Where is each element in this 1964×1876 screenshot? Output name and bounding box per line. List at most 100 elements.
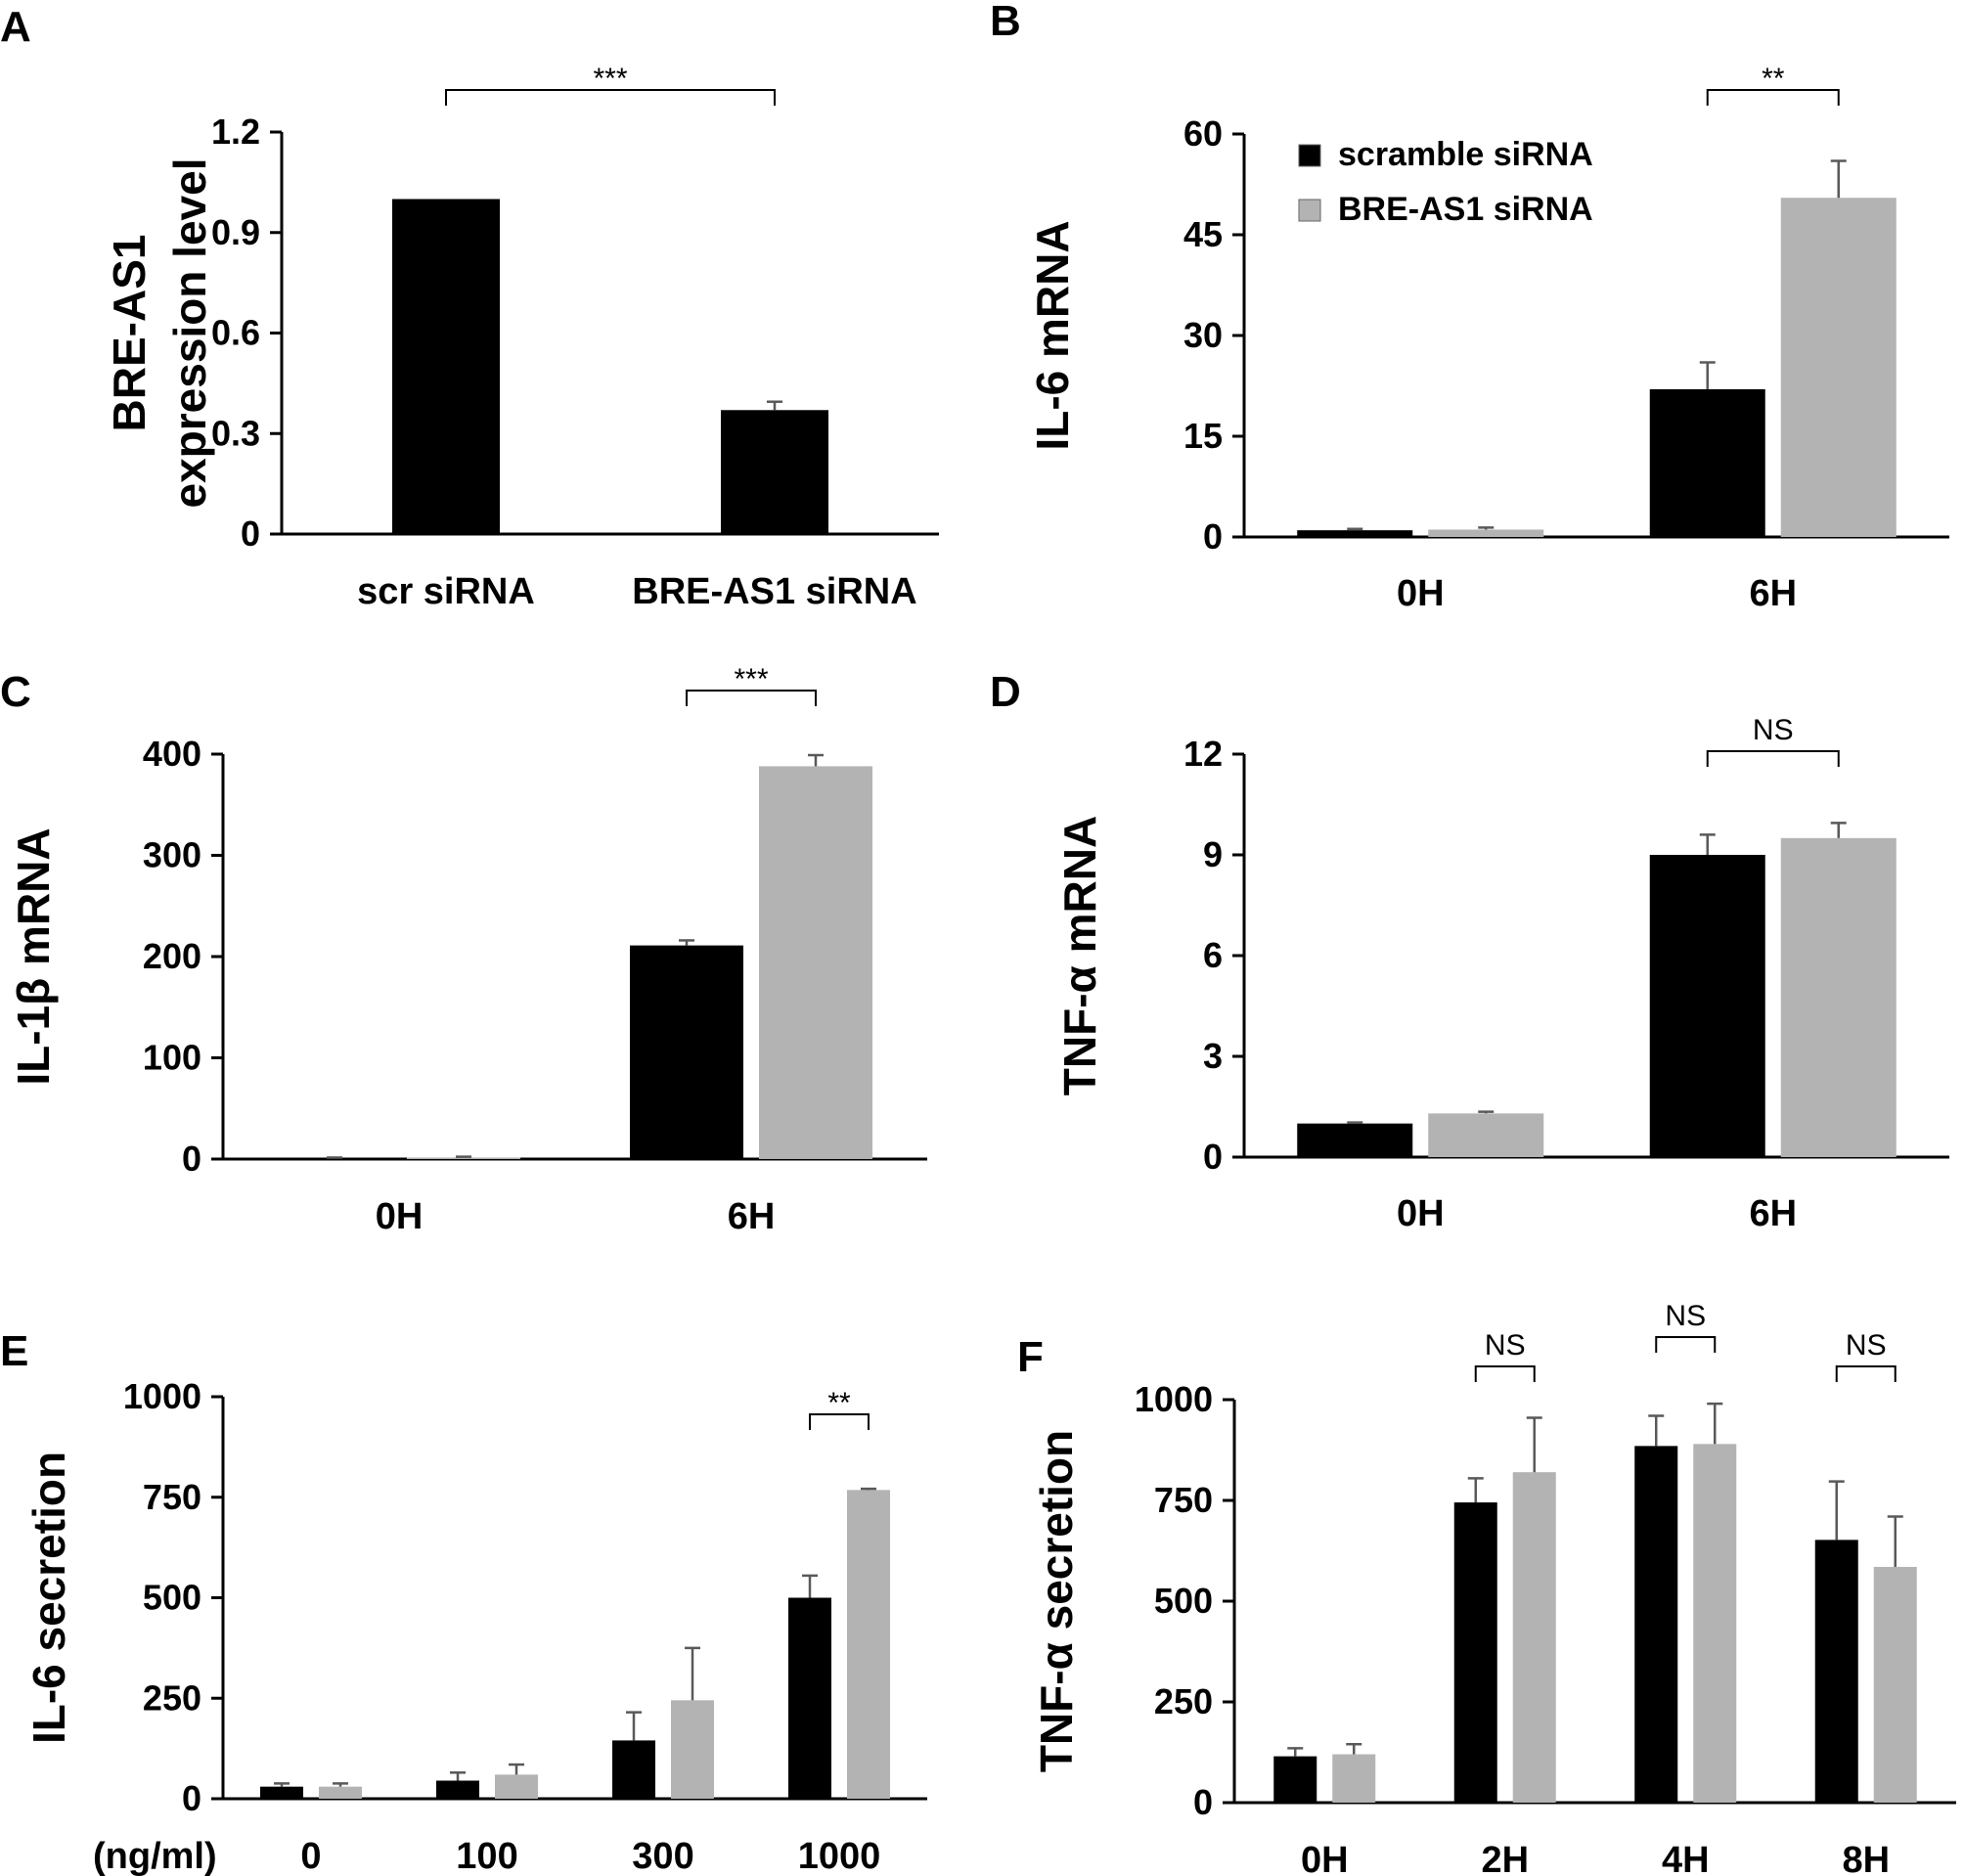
category-label: 6H [728, 1196, 776, 1237]
y-axis-label: IL-1β mRNA [8, 827, 59, 1085]
panel-f: F 0 250 500 750 1000 TNF-α secretion 0H 2H 4H 8H NS… [1017, 1300, 1956, 1876]
y-tick-label: 0 [1193, 1782, 1213, 1822]
y-tick-label: 200 [143, 936, 201, 976]
bar [319, 1786, 362, 1799]
panel-a: A 0 0.3 0.6 0.9 1.2 BRE-AS1 expression level scr… [0, 3, 939, 612]
significance-label: NS [1665, 1300, 1706, 1332]
significance-label: NS [1753, 714, 1794, 746]
significance-bracket [686, 690, 817, 706]
significance-label: NS [1485, 1329, 1526, 1362]
y-tick-label: 0 [1203, 1137, 1223, 1177]
bar [1297, 1123, 1413, 1157]
panel-c: C 0 100 200 300 400 IL-1β mRNA 0H 6H *** [0, 663, 927, 1237]
bar [1428, 1113, 1544, 1157]
category-label: 2H [1481, 1840, 1529, 1876]
panel-b: B 0 15 30 45 60 IL-6 mRNA 0H 6H ** scramble siRNA B… [990, 0, 1949, 614]
bar [1512, 1472, 1556, 1803]
bar [495, 1774, 538, 1799]
bar [630, 945, 743, 1159]
y-tick-label: 0 [182, 1778, 201, 1818]
significance-bracket [1835, 1365, 1897, 1382]
panel-e: E 0 250 500 750 1000 IL-6 secretion 0 100 300 1000… [0, 1327, 927, 1876]
y-tick-label: 6 [1203, 935, 1223, 975]
category-label: 0H [1397, 1193, 1445, 1234]
panel-f-letter: F [1017, 1333, 1044, 1381]
category-label: BRE-AS1 siRNA [632, 571, 916, 612]
legend-label: BRE-AS1 siRNA [1338, 191, 1593, 228]
bar [1453, 1502, 1497, 1803]
significance-bracket [809, 1413, 870, 1430]
category-label: 100 [456, 1836, 517, 1876]
significance-bracket [1474, 1365, 1536, 1382]
y-tick-label: 0 [182, 1139, 201, 1179]
category-label: 0H [1397, 573, 1445, 614]
y-tick-label: 100 [143, 1038, 201, 1078]
y-axis-label: IL-6 mRNA [1027, 220, 1078, 450]
bar [1780, 198, 1897, 537]
y-tick-label: 30 [1183, 315, 1223, 355]
y-axis-label: TNF-α mRNA [1054, 816, 1105, 1095]
bar [407, 1157, 520, 1159]
category-label: 8H [1842, 1840, 1890, 1876]
bar [847, 1490, 890, 1799]
y-axis-label: IL-6 secretion [23, 1452, 74, 1744]
panel-b-letter: B [990, 0, 1021, 45]
bar [278, 1157, 391, 1160]
legend-swatch [1298, 199, 1321, 222]
y-tick-label: 500 [143, 1578, 201, 1618]
category-label: scr siRNA [357, 571, 535, 612]
bar [788, 1597, 831, 1799]
panel-c-letter: C [0, 668, 31, 716]
y-tick-label: 400 [143, 734, 201, 774]
bar [1649, 388, 1765, 537]
bar [1273, 1756, 1317, 1803]
y-tick-label: 0.3 [211, 413, 260, 453]
significance-bracket [1655, 1336, 1717, 1353]
significance-label: *** [734, 663, 768, 695]
bar [260, 1786, 303, 1799]
y-tick-label: 60 [1183, 113, 1223, 154]
y-tick-label: 750 [1154, 1480, 1213, 1520]
panel-e-letter: E [0, 1327, 28, 1375]
bar [1332, 1754, 1376, 1803]
y-axis-label: TNF-α secretion [1031, 1430, 1082, 1772]
category-label: 1000 [798, 1836, 881, 1876]
category-label: 0 [300, 1836, 321, 1876]
bar [671, 1700, 714, 1799]
category-label: 6H [1749, 1193, 1797, 1234]
y-tick-label: 1000 [123, 1376, 201, 1416]
y-tick-label: 45 [1183, 214, 1223, 254]
bar [1649, 855, 1765, 1157]
bar [1634, 1446, 1678, 1803]
y-tick-label: 750 [143, 1477, 201, 1517]
y-tick-label: 500 [1154, 1581, 1213, 1621]
bar [1297, 530, 1413, 537]
x-unit-label: (ng/ml) [93, 1836, 217, 1876]
category-label: 6H [1749, 573, 1797, 614]
y-axis-label: expression level [164, 158, 215, 509]
y-tick-label: 1000 [1135, 1379, 1213, 1419]
bar [612, 1740, 655, 1799]
significance-bracket [445, 89, 776, 106]
y-tick-label: 0 [1203, 516, 1223, 557]
significance-bracket [1706, 750, 1840, 767]
category-label: 300 [632, 1836, 693, 1876]
significance-bracket [1706, 89, 1840, 106]
panel-a-letter: A [0, 3, 31, 51]
y-tick-label: 12 [1183, 734, 1223, 774]
legend-label: scramble siRNA [1338, 136, 1593, 173]
category-label: 4H [1662, 1840, 1710, 1876]
significance-label: ** [827, 1387, 851, 1419]
y-tick-label: 0 [241, 514, 260, 554]
y-tick-label: 300 [143, 835, 201, 875]
bar [1814, 1540, 1858, 1803]
y-tick-label: 250 [1154, 1681, 1213, 1721]
significance-label: NS [1846, 1329, 1887, 1362]
bar [1693, 1444, 1737, 1803]
y-tick-label: 3 [1203, 1036, 1223, 1076]
legend-swatch [1298, 144, 1321, 167]
y-tick-label: 0.6 [211, 313, 260, 353]
bar [1780, 837, 1897, 1157]
y-tick-label: 15 [1183, 416, 1223, 456]
